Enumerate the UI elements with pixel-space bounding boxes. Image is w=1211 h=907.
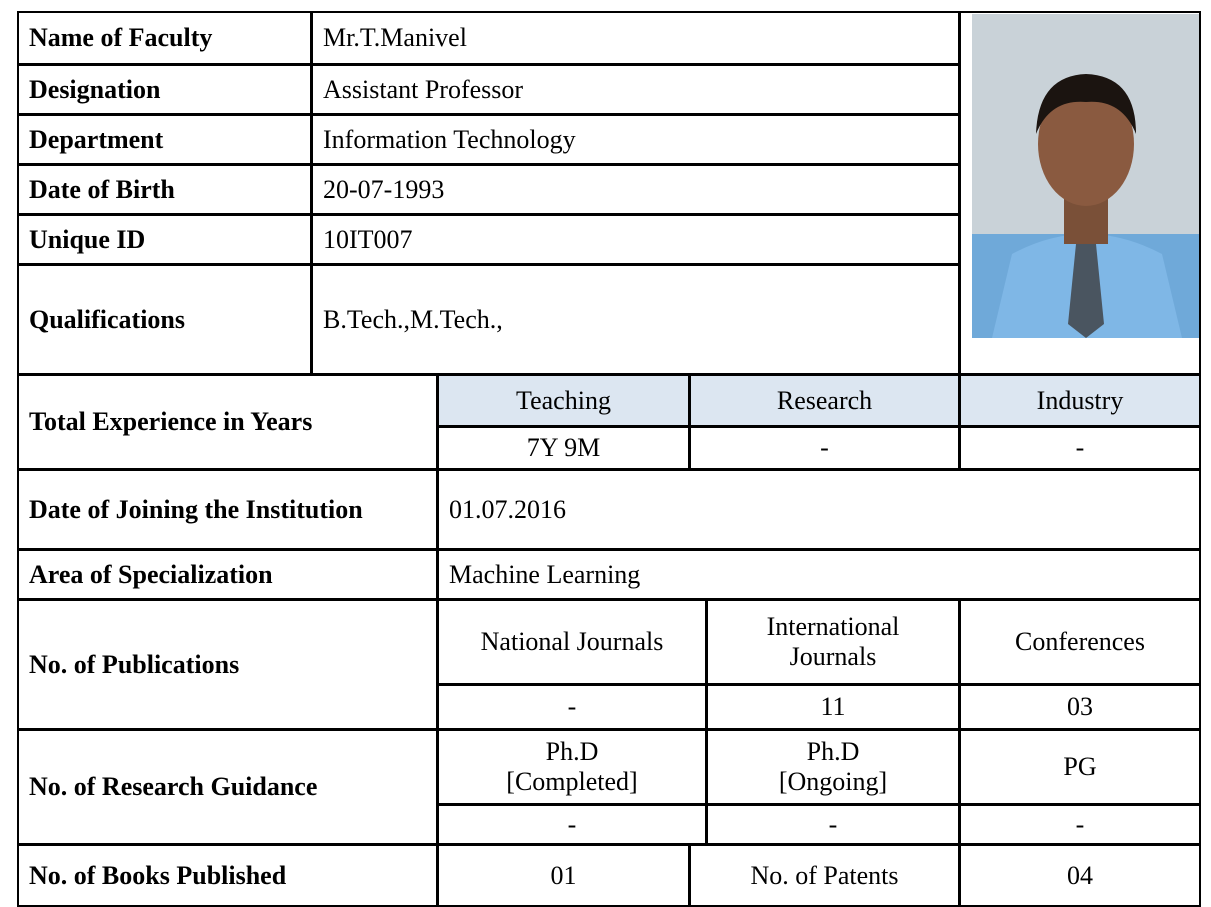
- column-header: Conferences: [959, 599, 1201, 685]
- field-label: Date of Joining the Institution: [17, 469, 438, 550]
- column-header: Research: [689, 374, 960, 427]
- field-value: -: [689, 426, 960, 470]
- column-header: PG: [959, 729, 1201, 805]
- field-label: Date of Birth: [17, 164, 312, 215]
- field-label: Department: [17, 114, 312, 165]
- field-value: Assistant Professor: [311, 64, 960, 115]
- column-header: Teaching: [437, 374, 690, 427]
- field-value: -: [706, 804, 960, 845]
- field-value: Mr.T.Manivel: [311, 11, 960, 65]
- field-label: Name of Faculty: [17, 11, 312, 65]
- field-value: 7Y 9M: [437, 426, 690, 470]
- field-value: Information Technology: [311, 114, 960, 165]
- field-label: Area of Specialization: [17, 549, 438, 600]
- column-header: Industry: [959, 374, 1201, 427]
- column-header: National Journals: [437, 599, 707, 685]
- field-value: 01.07.2016: [437, 469, 1201, 550]
- column-header: Ph.D [Completed]: [437, 729, 707, 805]
- field-value: 11: [706, 684, 960, 730]
- field-value: 01: [437, 844, 690, 907]
- photo-cell: [959, 11, 1201, 375]
- field-value: 20-07-1993: [311, 164, 960, 215]
- field-label: No. of Publications: [17, 599, 438, 730]
- field-value: -: [437, 684, 707, 730]
- field-label: Unique ID: [17, 214, 312, 265]
- field-label: Total Experience in Years: [17, 374, 438, 470]
- field-label: Designation: [17, 64, 312, 115]
- column-header: Ph.D [Ongoing]: [706, 729, 960, 805]
- column-header: International Journals: [706, 599, 960, 685]
- field-value: 10IT007: [311, 214, 960, 265]
- field-value: Machine Learning: [437, 549, 1201, 600]
- field-value: -: [959, 804, 1201, 845]
- field-value: 04: [959, 844, 1201, 907]
- field-value: B.Tech.,M.Tech.,: [311, 264, 960, 375]
- photo: [972, 14, 1201, 338]
- field-value: -: [437, 804, 707, 845]
- field-label: No. of Research Guidance: [17, 729, 438, 845]
- field-label: Qualifications: [17, 264, 312, 375]
- field-value: 03: [959, 684, 1201, 730]
- field-label: No. of Books Published: [17, 844, 438, 907]
- field-value: -: [959, 426, 1201, 470]
- field-label: No. of Patents: [689, 844, 960, 907]
